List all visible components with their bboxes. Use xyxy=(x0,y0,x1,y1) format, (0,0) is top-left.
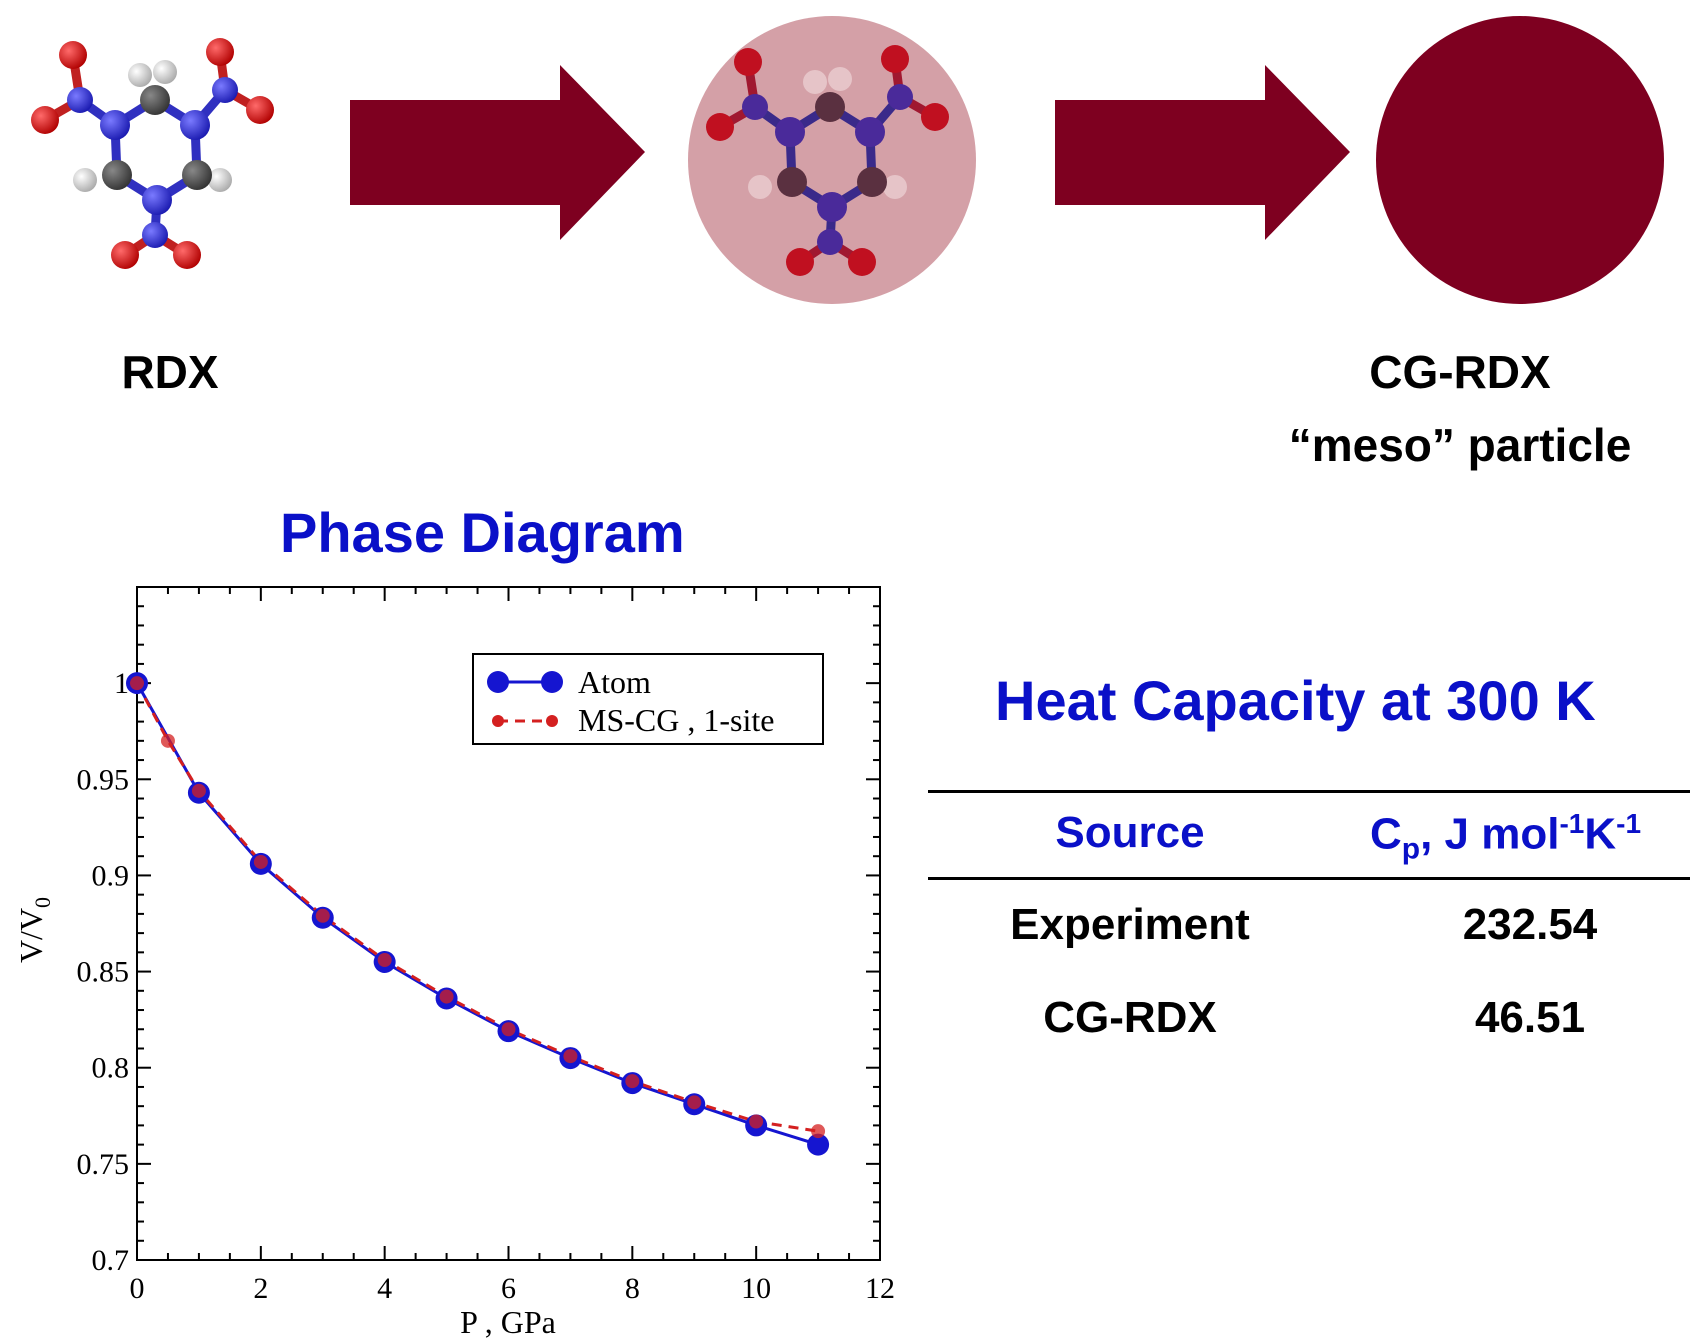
heat-capacity-title: Heat Capacity at 300 K xyxy=(995,669,1596,732)
coarse-grained-molecule-icon xyxy=(688,16,976,304)
cg-rdx-label: CG-RDX xyxy=(1369,346,1551,398)
mscg-data-point xyxy=(253,854,268,869)
x-tick-label: 0 xyxy=(130,1272,145,1305)
x-tick-label: 8 xyxy=(625,1272,640,1305)
mscg-data-point xyxy=(377,953,392,968)
mscg-data-point xyxy=(501,1022,516,1037)
phase-diagram-title: Phase Diagram xyxy=(280,501,685,564)
phase-diagram-chart: 0 2 4 6 8 10 12 0.7 0.75 0.8 0.85 0.9 0.95 1 Atom MS-… xyxy=(13,586,895,1340)
y-axis-label: V/V0 xyxy=(13,897,55,963)
y-tick-label: 0.85 xyxy=(77,956,130,989)
cp-unit-b: K xyxy=(1584,809,1617,859)
x-tick-label: 12 xyxy=(865,1272,895,1305)
cp-sup-2: -1 xyxy=(1616,808,1642,839)
rdx-label: RDX xyxy=(121,346,219,398)
y-axis-label-sub: 0 xyxy=(30,897,55,908)
x-tick-label: 4 xyxy=(377,1272,392,1305)
right-arrow-icon xyxy=(350,65,645,240)
meso-particle-label: “meso” particle xyxy=(1288,419,1632,471)
svg-text:V/V0: V/V0 xyxy=(13,897,55,963)
atom-data-point xyxy=(807,1133,830,1156)
cp-sup-1: -1 xyxy=(1559,808,1585,839)
mscg-data-point xyxy=(811,1124,826,1139)
mscg-data-point xyxy=(160,733,175,748)
legend-atom-marker xyxy=(541,671,563,693)
table-header-cp: Cp, J mol-1K-1 xyxy=(1370,808,1690,866)
cp-symbol: C xyxy=(1370,809,1402,859)
cp-subscript: p xyxy=(1401,832,1421,866)
x-tick-label: 10 xyxy=(741,1272,771,1305)
table-top-rule xyxy=(928,790,1690,793)
row-source: Experiment xyxy=(1010,900,1250,949)
x-tick-label: 6 xyxy=(501,1272,516,1305)
mscg-series-line xyxy=(135,682,819,1133)
table-header-source: Source xyxy=(1055,808,1205,857)
mscg-data-point xyxy=(130,676,144,691)
legend-mscg-label: MS-CG , 1-site xyxy=(578,702,774,738)
y-tick-label: 0.8 xyxy=(92,1052,130,1085)
y-tick-label: 0.75 xyxy=(77,1148,130,1181)
right-arrow-icon xyxy=(1055,65,1350,240)
y-tick-label: 1 xyxy=(114,667,129,700)
mscg-data-point xyxy=(191,783,206,798)
atom-series-line xyxy=(135,682,819,1147)
mscg-data-point xyxy=(749,1114,764,1129)
row-value: 46.51 xyxy=(1474,993,1586,1042)
chart-legend: Atom MS-CG , 1-site xyxy=(472,653,824,745)
cp-unit-a: , J mol xyxy=(1420,809,1560,859)
x-tick-label: 2 xyxy=(253,1272,268,1305)
mscg-data-point xyxy=(687,1095,702,1110)
x-axis-label: P , GPa xyxy=(460,1304,556,1340)
rdx-molecule-icon xyxy=(31,38,274,269)
table-header-rule xyxy=(928,877,1690,880)
y-tick-label: 0.95 xyxy=(77,763,130,796)
legend-atom-marker xyxy=(487,671,509,693)
mscg-data-point xyxy=(563,1049,578,1064)
row-source: CG-RDX xyxy=(1043,993,1217,1042)
y-tick-label: 0.7 xyxy=(92,1244,130,1277)
legend-atom-label: Atom xyxy=(578,664,651,700)
legend-mscg-marker xyxy=(492,715,504,727)
legend-mscg-marker xyxy=(546,715,558,727)
y-tick-label: 0.9 xyxy=(92,859,130,892)
mscg-data-point xyxy=(315,908,330,923)
y-axis-label-main: V/V xyxy=(13,908,49,963)
row-value: 232.54 xyxy=(1462,900,1598,949)
mscg-data-point xyxy=(439,989,454,1004)
cg-particle-icon xyxy=(1376,16,1664,304)
mscg-data-point xyxy=(625,1074,640,1089)
